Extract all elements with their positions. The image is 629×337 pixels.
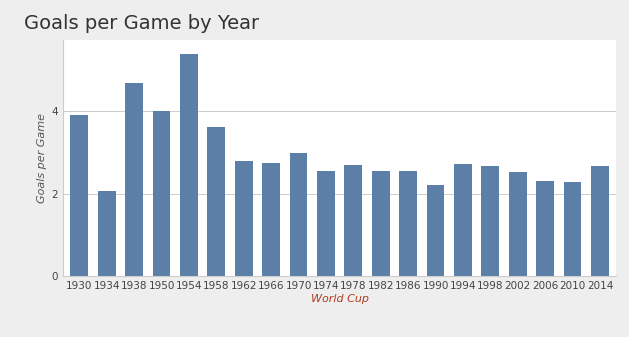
Bar bbox=[564, 182, 581, 276]
Bar bbox=[509, 172, 526, 276]
Bar bbox=[208, 127, 225, 276]
Bar bbox=[372, 171, 390, 276]
Y-axis label: Goals per Game: Goals per Game bbox=[37, 113, 47, 204]
Bar bbox=[591, 166, 609, 276]
Bar bbox=[481, 166, 499, 276]
Bar bbox=[235, 161, 253, 276]
Bar bbox=[399, 171, 417, 276]
Bar bbox=[426, 185, 445, 276]
Bar bbox=[70, 115, 88, 276]
Bar bbox=[454, 164, 472, 276]
Bar bbox=[180, 54, 198, 276]
Bar bbox=[262, 163, 280, 276]
Bar bbox=[317, 171, 335, 276]
Bar bbox=[98, 191, 116, 276]
Bar bbox=[345, 165, 362, 276]
Bar bbox=[153, 111, 170, 276]
Bar bbox=[537, 181, 554, 276]
Text: Goals per Game by Year: Goals per Game by Year bbox=[24, 14, 259, 33]
Bar bbox=[125, 83, 143, 276]
X-axis label: World Cup: World Cup bbox=[311, 294, 369, 304]
Bar bbox=[289, 153, 308, 276]
